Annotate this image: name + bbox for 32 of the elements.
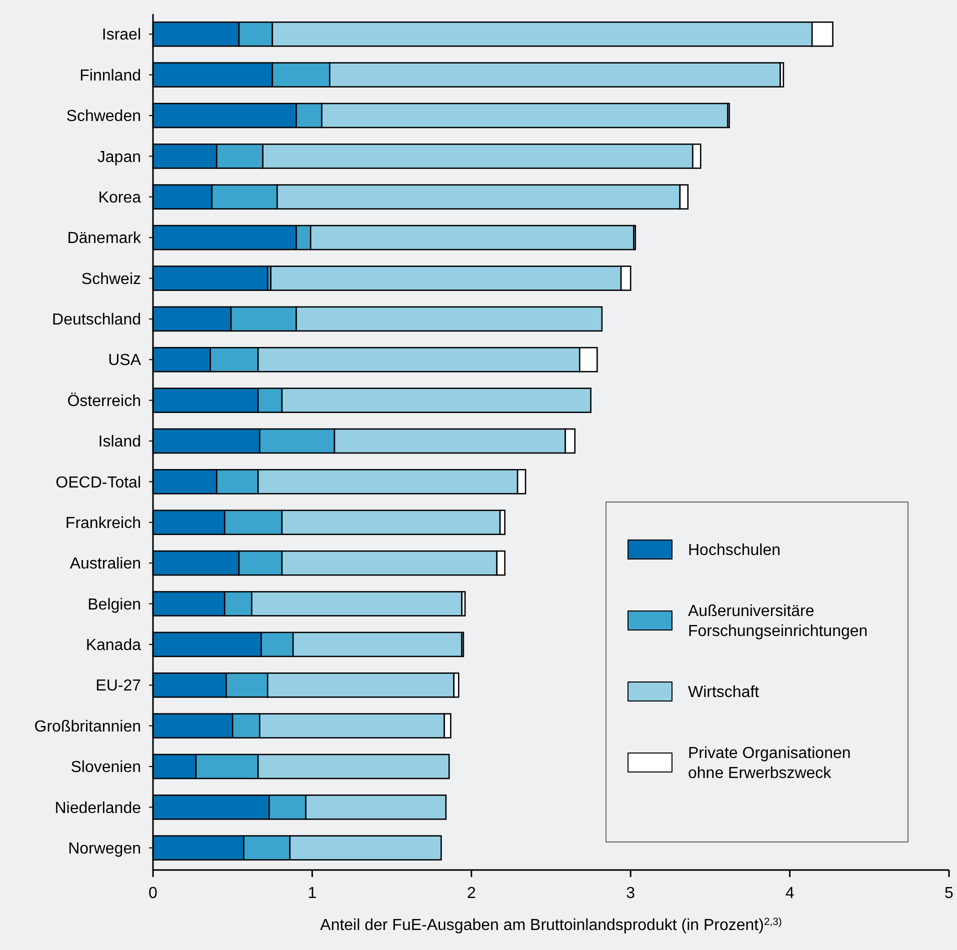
y-tick-label: Frankreich (65, 514, 141, 532)
y-tick-label: Island (98, 434, 141, 451)
y-tick-label: USA (108, 352, 142, 370)
y-tick-label: OECD-Total (56, 474, 141, 492)
x-tick-label: 2 (466, 885, 476, 902)
x-tick-label: 3 (626, 885, 636, 902)
y-tick-label: Australien (70, 556, 141, 573)
legend-label: Hochschulen (688, 542, 780, 559)
x-tick-label: 1 (308, 885, 317, 902)
y-tick-label: Japan (97, 148, 141, 166)
x-tick-label: 5 (944, 885, 954, 902)
y-tick-label: EU-27 (96, 678, 142, 695)
y-tick-label: Niederlande (54, 800, 142, 817)
x-tick-label: 4 (785, 885, 794, 902)
y-tick-label: Großbritannien (34, 718, 141, 736)
y-tick-label: Schweiz (81, 270, 141, 288)
legend-label: Wirtschaft (688, 684, 760, 701)
y-tick-label: Deutschland (52, 312, 141, 329)
x-tick-label: 0 (148, 885, 158, 902)
y-tick-label: Österreich (67, 392, 141, 410)
y-tick-label: Finnland (80, 67, 141, 84)
legend-label: Private Organisationen ohne Erwerbszweck (688, 745, 851, 782)
y-tick-label: Norwegen (68, 840, 141, 858)
y-tick-label: Kanada (86, 637, 142, 654)
y-tick-label: Slovenien (70, 759, 141, 776)
y-tick-label: Belgien (88, 596, 141, 614)
y-tick-label: Dänemark (67, 230, 142, 248)
y-tick-label: Korea (98, 189, 142, 206)
y-tick-label: Israel (102, 26, 141, 44)
legend-label: Außeruniversitäre Forschungseinrichtungen (688, 603, 868, 640)
x-axis-title: Anteil der FuE-Ausgaben am Bruttoinlandsprodukt (in Prozent)$^{2,3)}$ (320, 916, 782, 934)
y-tick-label: Schweden (66, 108, 141, 126)
